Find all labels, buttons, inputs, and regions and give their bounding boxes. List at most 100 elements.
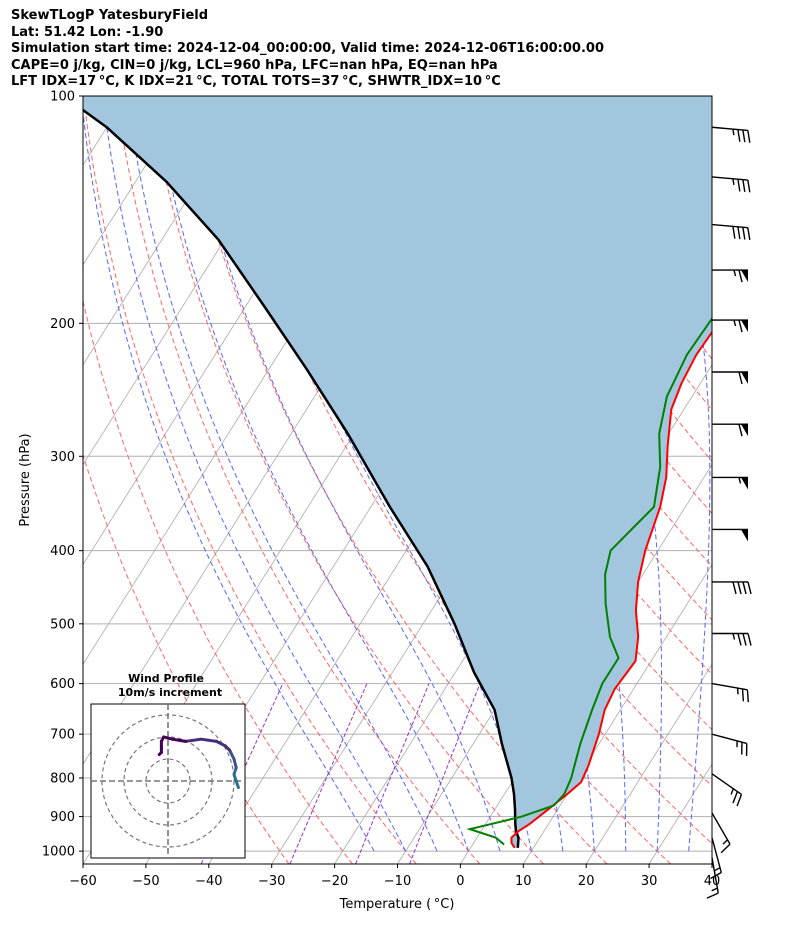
wind-barb (711, 223, 751, 241)
wind-barb (711, 176, 751, 193)
barb-full (732, 226, 736, 239)
barb-half (714, 867, 721, 872)
barb-full (737, 129, 741, 142)
barb-full (746, 689, 750, 703)
isotherm-line (83, 96, 253, 366)
y-tick-label: 900 (50, 810, 75, 825)
y-axis-label: Pressure (hPa) (18, 433, 33, 526)
barb-flag (741, 424, 748, 437)
x-tick-label: 0 (456, 874, 464, 889)
barb-full (738, 423, 743, 437)
barb-full (737, 581, 742, 595)
x-tick-label: 20 (578, 874, 595, 889)
barb-staff (711, 126, 748, 132)
barb-flag (741, 371, 748, 384)
barb-half (733, 319, 737, 327)
barb-full (737, 226, 741, 240)
y-tick-label: 100 (50, 90, 75, 105)
isotherm-line (522, 563, 712, 864)
hodograph-segment (162, 735, 174, 741)
wind-barb (711, 733, 748, 756)
dewpoint-line (466, 316, 712, 846)
barb-full (732, 791, 739, 804)
chart-header: SkewTLogP YatesburyField Lat: 51.42 Lon:… (11, 8, 604, 91)
barb-full (742, 227, 746, 240)
isotherm-line (585, 663, 712, 864)
hodograph-segment (157, 750, 163, 757)
wind-barb (712, 581, 752, 595)
barb-full (747, 179, 751, 193)
barb-full (742, 179, 746, 192)
x-tick-label: 30 (641, 874, 658, 889)
y-tick-label: 200 (50, 317, 75, 332)
dry-adiabat (83, 96, 417, 864)
x-tick-label: 40 (704, 874, 721, 889)
barb-full (747, 130, 751, 143)
barb-full (738, 269, 743, 283)
x-tick-label: −20 (321, 874, 348, 889)
moist-adiabat (102, 96, 407, 852)
y-tick-label: 500 (50, 617, 75, 632)
barb-full (742, 633, 747, 646)
barb-full (747, 581, 752, 595)
barb-half (732, 128, 735, 136)
barb-full (738, 319, 743, 333)
barb-full (732, 581, 737, 595)
barb-full (736, 794, 743, 807)
barb-half (738, 477, 742, 484)
x-tick-label: −40 (195, 874, 222, 889)
barb-half (733, 269, 737, 277)
barb-staff (711, 857, 719, 894)
dry-adiabat (180, 96, 608, 864)
dry-adiabat (83, 453, 290, 864)
x-tick-label: −10 (384, 874, 411, 889)
barb-full (710, 871, 722, 880)
barb-flag (741, 529, 748, 542)
cin-shading (83, 96, 712, 848)
parcel-profile-line (83, 108, 520, 848)
moist-adiabat (83, 108, 375, 852)
hodograph-segment (170, 737, 188, 743)
axes: −60 −50 −40 −30 −20 −10 0 10 20 30 40 1000 900 800 700… (42, 90, 720, 890)
barb-staff (711, 812, 731, 845)
wind-barb (711, 812, 731, 854)
barb-staff (711, 176, 748, 181)
y-tick-label: 700 (50, 728, 75, 743)
moist-adiabat (628, 96, 711, 852)
hodograph-segment (214, 739, 227, 748)
barb-flag (741, 270, 748, 283)
x-tick-label: −60 (69, 874, 96, 889)
barb-half (711, 887, 718, 892)
stability-indices-1: CAPE=0 j/kg, CIN=0 j/kg, LCL=960 hPa, LF… (11, 57, 498, 73)
x-tick-label: 10 (515, 874, 532, 889)
mixing-ratio-line (289, 683, 368, 864)
barb-half (722, 839, 728, 845)
barb-flag (741, 320, 748, 333)
hodograph-segment (228, 748, 236, 761)
y-tick-label: 400 (50, 544, 75, 559)
hodograph-segment (184, 737, 203, 743)
inset-subtitle: 10m/s increment (118, 686, 222, 699)
isotherm-line (711, 863, 712, 864)
barb-full (737, 633, 742, 646)
wind-barbs (706, 126, 752, 899)
isotherm-line (83, 96, 190, 266)
barb-staff (711, 682, 748, 691)
mixing-ratio-line (409, 683, 481, 864)
dry-adiabat (148, 96, 544, 864)
wind-profile-inset: Wind Profile 10m/s increment (90, 672, 246, 859)
cape-cin-fill (83, 96, 712, 848)
dry-adiabat (115, 96, 481, 864)
barb-half (730, 788, 734, 795)
wind-barb (712, 269, 748, 283)
wind-barb (711, 682, 750, 703)
moist-adiabat (153, 96, 469, 852)
barb-staff (711, 223, 748, 229)
wind-barb (711, 773, 743, 807)
wind-barb (712, 319, 748, 333)
barb-full (720, 843, 731, 854)
wind-barb (710, 837, 722, 880)
wind-barb (712, 476, 748, 490)
station-coordinates: Lat: 51.42 Lon: -1.90 (11, 24, 164, 40)
dry-adiabat (768, 96, 794, 864)
